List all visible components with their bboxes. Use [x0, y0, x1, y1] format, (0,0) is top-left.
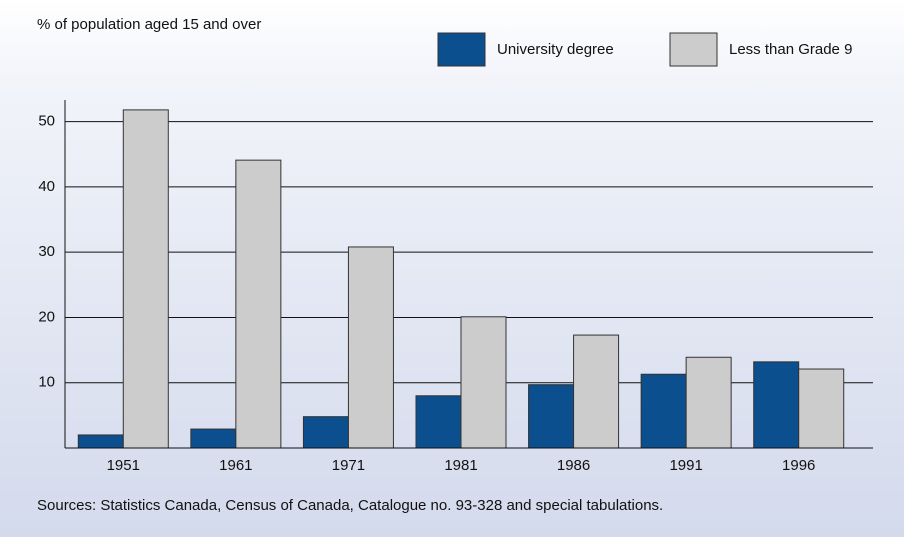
y-tick-label: 30 [38, 243, 55, 260]
x-tick-label: 1981 [444, 457, 477, 474]
legend-label: Less than Grade 9 [729, 41, 852, 58]
bar [573, 334, 620, 449]
x-tick-label: 1991 [669, 457, 702, 474]
x-tick-label: 1971 [332, 457, 365, 474]
y-tick-label: 50 [38, 113, 55, 130]
bar [460, 316, 507, 449]
bar [640, 373, 687, 449]
bar [347, 246, 394, 449]
legend-swatch [437, 32, 486, 67]
bar [685, 356, 732, 449]
legend-label: University degree [497, 41, 614, 58]
x-tick-label: 1996 [782, 457, 815, 474]
y-axis-label: % of population aged 15 and over [37, 16, 261, 33]
legend-swatch [669, 32, 718, 67]
bar [235, 159, 282, 449]
bar [528, 384, 575, 449]
bar [77, 434, 124, 449]
bar [753, 361, 800, 449]
y-tick-label: 40 [38, 178, 55, 195]
bar [122, 109, 169, 449]
y-tick-label: 20 [38, 308, 55, 325]
bar [190, 428, 237, 449]
x-tick-label: 1951 [107, 457, 140, 474]
x-tick-label: 1961 [219, 457, 252, 474]
source-note: Sources: Statistics Canada, Census of Ca… [37, 497, 663, 514]
y-tick-label: 10 [38, 374, 55, 391]
bar [415, 395, 462, 449]
x-tick-label: 1986 [557, 457, 590, 474]
bar [798, 368, 845, 449]
bar [302, 416, 349, 449]
